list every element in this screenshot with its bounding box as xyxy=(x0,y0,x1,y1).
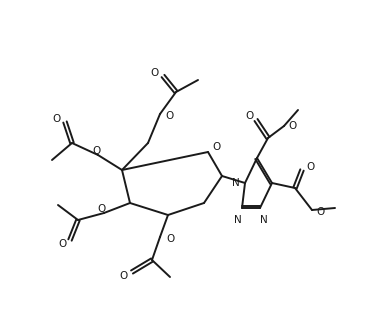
Text: O: O xyxy=(212,142,220,152)
Text: O: O xyxy=(93,146,101,156)
Text: N: N xyxy=(260,215,268,225)
Text: N: N xyxy=(232,178,240,188)
Text: O: O xyxy=(165,111,173,121)
Text: O: O xyxy=(120,271,128,281)
Text: O: O xyxy=(151,68,159,78)
Text: O: O xyxy=(316,207,324,217)
Text: O: O xyxy=(98,204,106,214)
Text: O: O xyxy=(306,162,314,172)
Text: O: O xyxy=(246,111,254,121)
Text: O: O xyxy=(166,234,174,244)
Text: O: O xyxy=(53,114,61,124)
Text: N: N xyxy=(234,215,242,225)
Text: O: O xyxy=(288,121,296,131)
Text: O: O xyxy=(59,239,67,249)
